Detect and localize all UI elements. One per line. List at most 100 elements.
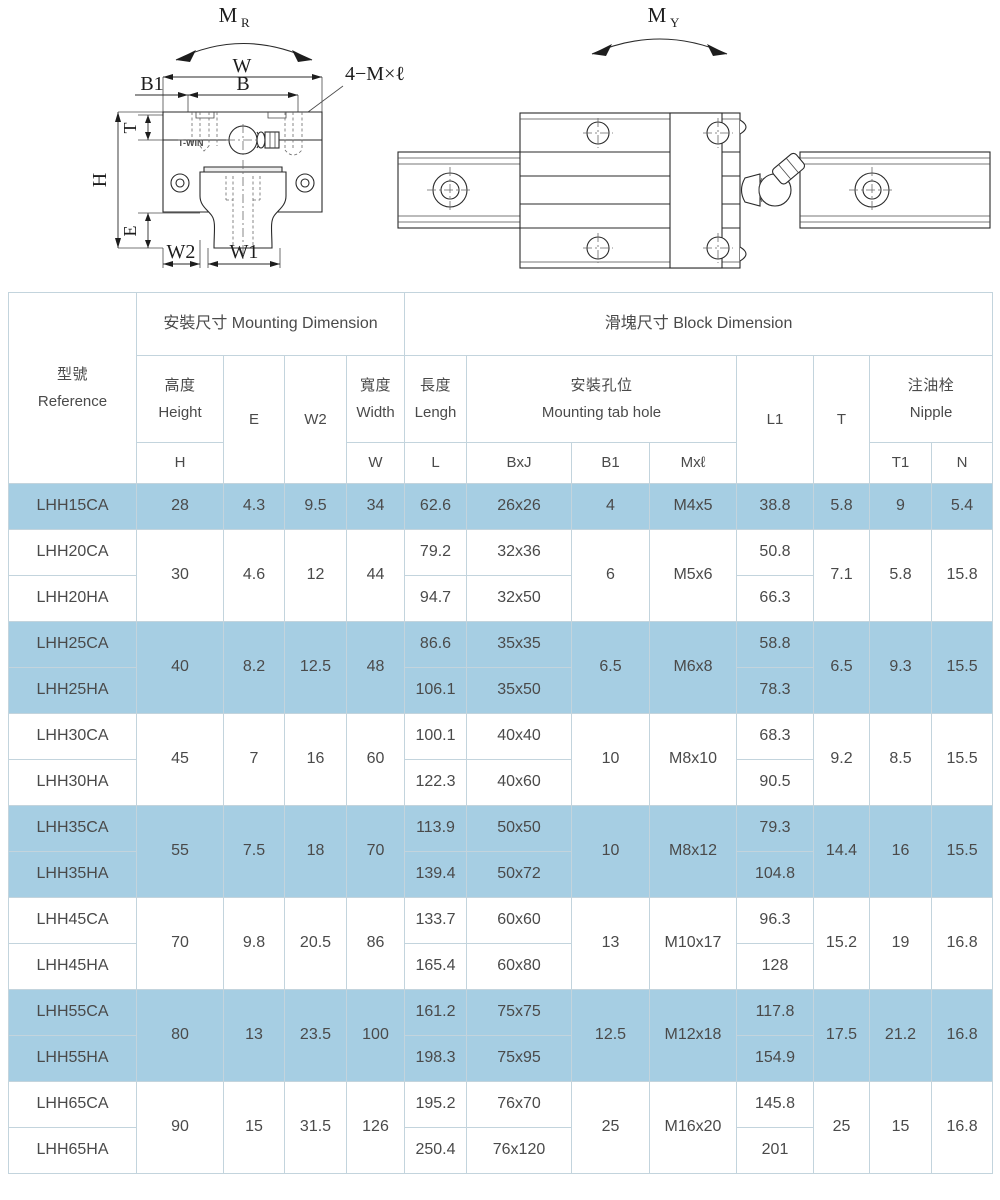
guide-rail-profile (199, 160, 287, 262)
left-front-view: M R W B1 B 4−M×ℓ (89, 3, 405, 268)
cell-e: 4.6 (223, 529, 285, 622)
cell-reference[interactable]: LHH15CA (8, 483, 137, 530)
cell-reference[interactable]: LHH65CA (8, 1081, 137, 1128)
header-reference: 型號 Reference (8, 292, 137, 484)
cell-t: 25 (813, 1081, 870, 1174)
cell-b1: 10 (571, 713, 650, 806)
cell-length: 113.9 (404, 805, 467, 852)
header-reference-cn: 型號 (56, 366, 88, 384)
cell-width: 126 (346, 1081, 405, 1174)
cell-reference[interactable]: LHH35CA (8, 805, 137, 852)
table-row[interactable]: LHH20CA 30 4.6 12 44 79.2 32x36 6 M5x6 50.8 7.1 5.8… (8, 529, 994, 622)
cell-t: 17.5 (813, 989, 870, 1082)
cell-width: 44 (346, 529, 405, 622)
table-row[interactable]: LHH30CA 45 7 16 60 100.1 40x40 10 M8x10 68.3 9.2 8.… (8, 713, 994, 806)
moment-my-label: M (648, 3, 667, 27)
cell-reference[interactable]: LHH65HA (8, 1127, 137, 1174)
header-reference-en: Reference (37, 392, 108, 410)
cell-reference[interactable]: LHH35HA (8, 851, 137, 898)
cell-length: 86.6 (404, 621, 467, 668)
table-row[interactable]: LHH30HA 122.3 40x60 90.5 (8, 759, 993, 806)
cell-b1: 12.5 (571, 989, 650, 1082)
cell-mxl: M8x12 (649, 805, 737, 898)
cell-n: 16.8 (930, 989, 994, 1082)
cell-length: 198.3 (404, 1035, 467, 1082)
cell-length: 79.2 (404, 529, 467, 576)
table-row[interactable]: LHH45CA 70 9.8 20.5 86 133.7 60x60 13 M10x17 96.3… (8, 897, 994, 990)
cell-mxl: M5x6 (649, 529, 737, 622)
cell-l1: 58.8 (736, 621, 814, 668)
table-row[interactable]: LHH25CA 40 8.2 12.5 48 86.6 35x35 6.5 M6x8 58.8 6.… (8, 621, 994, 714)
cell-t1: 8.5 (869, 713, 932, 806)
cell-height: 30 (136, 529, 224, 622)
table-header-symbol-row: H W L BxJ B1 Mxℓ T1 N (9, 442, 994, 484)
cell-t: 9.2 (813, 713, 870, 806)
cell-e: 7 (223, 713, 285, 806)
cell-b1: 6.5 (571, 621, 650, 714)
cell-reference[interactable]: LHH55CA (8, 989, 137, 1036)
header-symbol-b1: B1 (571, 442, 650, 484)
cell-e: 15 (223, 1081, 285, 1174)
dim-label-e: E (120, 226, 140, 237)
cell-reference[interactable]: LHH55HA (8, 1035, 137, 1082)
table-row[interactable]: LHH35CA 55 7.5 18 70 113.9 50x50 10 M8x12 79.3 14.… (8, 805, 994, 898)
cell-reference[interactable]: LHH30CA (8, 713, 137, 760)
header-nipple: 注油栓 Nipple (868, 355, 994, 443)
cell-t1: 15 (869, 1081, 932, 1174)
header-symbol-l: L (404, 442, 467, 484)
cell-t1: 9.3 (869, 621, 932, 714)
cell-l1: 79.3 (736, 805, 814, 852)
dim-w-overall (162, 74, 323, 112)
cell-w2: 31.5 (284, 1081, 347, 1174)
header-symbol-t1: T1 (869, 442, 932, 484)
header-mounting-dimension: 安裝尺寸 Mounting Dimension (136, 292, 405, 356)
cell-bxj: 76x120 (466, 1127, 572, 1174)
cell-mxl: M12x18 (649, 989, 737, 1082)
cell-t1: 21.2 (869, 989, 932, 1082)
cell-reference[interactable]: LHH25CA (8, 621, 137, 668)
cell-length: 195.2 (404, 1081, 467, 1128)
cell-n: 16.8 (930, 1081, 994, 1174)
cell-t1: 16 (869, 805, 932, 898)
cell-reference[interactable]: LHH25HA (8, 667, 137, 714)
cell-width: 86 (346, 897, 405, 990)
cell-l1: 128 (736, 943, 814, 990)
tap-hole-top-right (703, 118, 733, 148)
cell-e: 9.8 (223, 897, 285, 990)
cell-reference[interactable]: LHH30HA (8, 759, 137, 806)
cell-reference[interactable]: LHH45CA (8, 897, 137, 944)
cell-l1: 145.8 (736, 1081, 814, 1128)
dim-label-w: W (233, 55, 252, 77)
specification-table-container: 型號 Reference 安裝尺寸 Mounting Dimension 滑塊尺寸 B… (8, 292, 994, 1174)
cell-n: 15.5 (930, 713, 994, 806)
cell-w2: 16 (284, 713, 347, 806)
cell-reference[interactable]: LHH45HA (8, 943, 137, 990)
moment-my-arc-icon (591, 38, 728, 56)
header-symbol-h: H (136, 442, 224, 484)
table-row[interactable]: LHH65CA 90 15 31.5 126 195.2 76x70 25 M16x20 145.… (8, 1081, 994, 1174)
cell-reference[interactable]: LHH20HA (8, 575, 137, 622)
cell-l1: 50.8 (736, 529, 814, 576)
table-row[interactable]: LHH55CA 80 13 23.5 100 161.2 75x75 12.5 M12x18 11… (8, 989, 994, 1082)
cell-n: 15.5 (930, 621, 994, 714)
table-row[interactable]: LHH15CA 28 4.3 9.5 34 62.6 26x26 4 M4x5 38.8 5.8 9 5… (8, 483, 994, 530)
cell-length: 106.1 (404, 667, 467, 714)
cell-l1: 104.8 (736, 851, 814, 898)
cell-n: 15.5 (930, 805, 994, 898)
cell-l1: 90.5 (736, 759, 814, 806)
cell-l1: 154.9 (736, 1035, 814, 1082)
cell-e: 8.2 (223, 621, 285, 714)
cell-length: 100.1 (404, 713, 467, 760)
cell-length: 133.7 (404, 897, 467, 944)
cell-e: 4.3 (223, 483, 285, 530)
cell-width: 100 (346, 989, 405, 1082)
cell-bxj: 40x40 (466, 713, 572, 760)
cell-reference[interactable]: LHH20CA (8, 529, 137, 576)
dim-t (138, 114, 163, 141)
dim-label-w2: W2 (167, 241, 196, 263)
moment-my-subscript: Y (670, 15, 680, 30)
cell-bxj: 60x80 (466, 943, 572, 990)
cell-t: 15.2 (813, 897, 870, 990)
header-symbol-w: W (346, 442, 405, 484)
cell-w2: 18 (284, 805, 347, 898)
